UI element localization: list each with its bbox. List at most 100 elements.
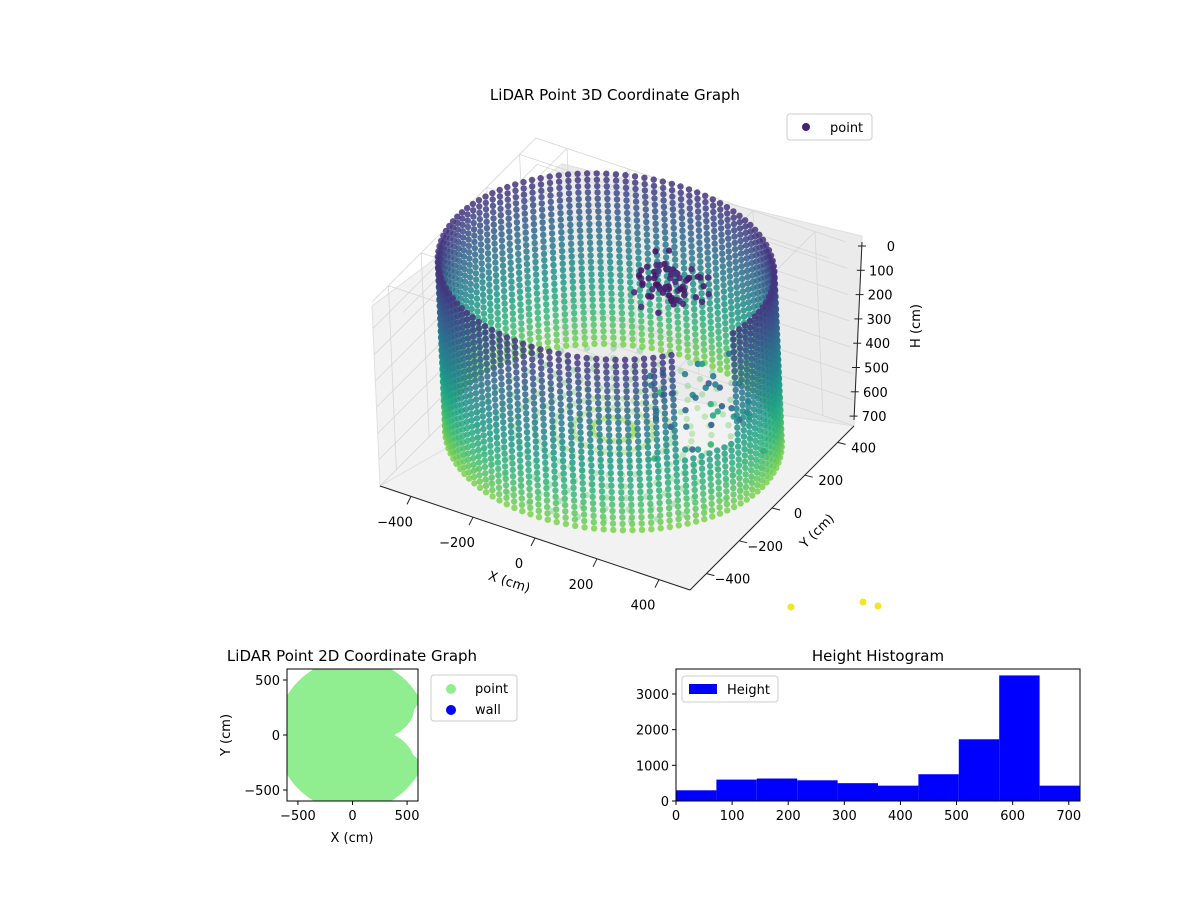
point (523, 248, 530, 255)
point (605, 419, 612, 426)
point (468, 410, 475, 418)
point (537, 175, 544, 182)
point (705, 268, 712, 275)
point (500, 287, 508, 295)
point (482, 489, 490, 496)
point (550, 261, 557, 269)
point (596, 431, 603, 438)
point (577, 435, 584, 443)
point (739, 395, 746, 402)
point (638, 318, 645, 325)
point (689, 446, 696, 453)
point (578, 265, 585, 272)
point (526, 485, 533, 493)
point (736, 218, 743, 226)
point (740, 307, 747, 314)
point (736, 326, 743, 333)
point (671, 415, 678, 422)
point (650, 367, 658, 374)
point (687, 224, 694, 231)
point (742, 464, 749, 472)
point (746, 422, 753, 430)
point (733, 411, 740, 419)
point (612, 171, 620, 178)
point (521, 216, 529, 224)
point (556, 197, 564, 204)
point (580, 309, 587, 316)
point (529, 195, 536, 203)
point (723, 345, 730, 352)
point (479, 407, 486, 414)
point (529, 362, 536, 369)
point (510, 485, 517, 493)
point (491, 383, 498, 391)
point (661, 210, 668, 217)
point (612, 362, 619, 370)
point (595, 220, 602, 228)
point (638, 526, 646, 533)
point (755, 389, 762, 396)
point (586, 239, 594, 247)
point (679, 240, 687, 247)
point (744, 378, 751, 386)
point (612, 177, 620, 184)
point (497, 199, 504, 206)
point (440, 279, 447, 287)
point (722, 319, 729, 327)
point (587, 246, 594, 253)
point (508, 291, 516, 298)
point (715, 328, 722, 336)
point (529, 368, 536, 376)
point (473, 415, 481, 422)
point (586, 220, 593, 228)
point (657, 261, 664, 269)
point (467, 385, 474, 392)
point (535, 507, 542, 514)
point (535, 513, 543, 521)
point (575, 189, 582, 196)
point (566, 196, 573, 203)
point (707, 469, 714, 476)
point (661, 222, 668, 229)
point (627, 489, 634, 496)
point (677, 285, 684, 292)
point (634, 223, 641, 230)
point (542, 466, 549, 473)
point (543, 301, 550, 308)
point (464, 450, 472, 457)
point (551, 468, 558, 475)
point (490, 358, 497, 365)
point (767, 289, 775, 296)
point (704, 274, 712, 281)
point (632, 185, 639, 193)
point (523, 429, 531, 436)
point (652, 226, 660, 234)
point (632, 179, 639, 186)
point (466, 255, 473, 262)
point (499, 249, 506, 257)
point (644, 450, 652, 457)
point (549, 430, 557, 437)
point (605, 233, 613, 240)
point (581, 334, 588, 341)
point (714, 459, 721, 467)
point (734, 302, 741, 310)
point (692, 343, 700, 351)
point (664, 479, 672, 486)
point (647, 319, 654, 327)
point (682, 482, 690, 489)
point (464, 204, 471, 212)
point (579, 486, 587, 493)
point (750, 406, 758, 413)
point (539, 219, 546, 226)
point (479, 272, 486, 280)
point (507, 265, 514, 273)
point (634, 229, 641, 237)
point (499, 256, 506, 263)
point (488, 474, 495, 481)
point (496, 186, 503, 194)
point (717, 218, 725, 226)
point (599, 507, 607, 514)
point (721, 444, 728, 451)
point (519, 507, 526, 515)
